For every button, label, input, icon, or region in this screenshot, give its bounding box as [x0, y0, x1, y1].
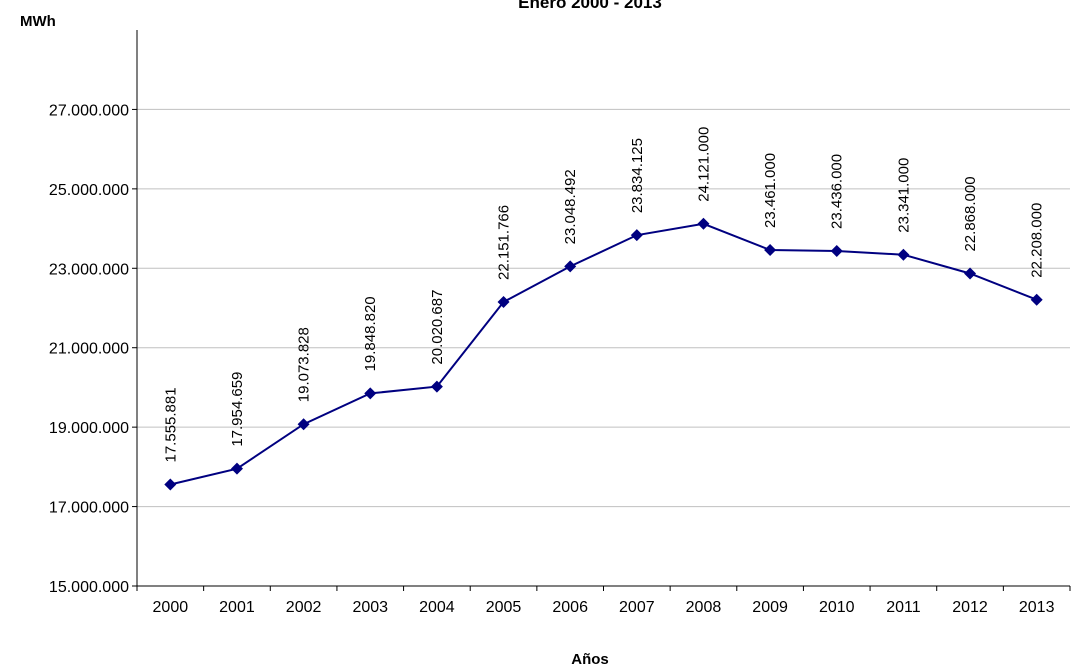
data-point-marker	[297, 418, 310, 431]
x-axis-title: Años	[571, 651, 609, 668]
data-point-marker	[764, 243, 777, 256]
data-labels: 17.555.881 17.954.659 19.073.828 19.848.820…	[162, 127, 1045, 463]
data-label: 22.208.000	[1029, 203, 1046, 278]
x-tick-label: 2005	[486, 599, 522, 616]
data-point-marker	[164, 478, 177, 491]
y-tick-label: 19.000.000	[49, 420, 129, 437]
x-tick-label: 2010	[819, 599, 855, 616]
data-label: 19.073.828	[296, 327, 313, 402]
y-tick-label: 27.000.000	[49, 102, 129, 119]
y-tick-label: 25.000.000	[49, 182, 129, 199]
chart-title: Enero 2000 - 2013	[518, 0, 662, 12]
data-point-marker	[1030, 293, 1043, 306]
data-label: 23.436.000	[829, 154, 846, 229]
data-label: 23.341.000	[895, 158, 912, 233]
x-tick-label: 2012	[952, 599, 988, 616]
data-point-marker	[697, 217, 710, 230]
data-label: 24.121.000	[695, 127, 712, 202]
axes	[132, 30, 1071, 591]
series-group	[164, 217, 1043, 491]
x-tick-label: 2007	[619, 599, 655, 616]
x-tick-label: 2008	[686, 599, 722, 616]
y-tick-label: 15.000.000	[49, 579, 129, 596]
y-axis-title: MWh	[20, 13, 56, 30]
y-tick-label: 23.000.000	[49, 261, 129, 278]
data-point-marker	[364, 387, 377, 400]
data-point-marker	[497, 295, 510, 308]
data-label: 17.555.881	[162, 387, 179, 462]
x-tick-label: 2004	[419, 599, 455, 616]
data-label: 19.848.820	[362, 296, 379, 371]
data-point-marker	[830, 244, 843, 257]
data-label: 17.954.659	[229, 372, 246, 447]
y-tick-label: 21.000.000	[49, 341, 129, 358]
data-label: 23.461.000	[762, 153, 779, 228]
x-tick-label: 2009	[752, 599, 788, 616]
data-point-marker	[630, 229, 643, 242]
data-label: 23.048.492	[562, 169, 579, 244]
data-label: 22.868.000	[962, 176, 979, 251]
x-tick-labels: 2000 2001 2002 2003 2004 2005 2006 2007 2008 2009…	[153, 599, 1055, 616]
data-label: 23.834.125	[629, 138, 646, 213]
series-line	[170, 222, 1038, 486]
y-tick-label: 17.000.000	[49, 500, 129, 517]
y-tick-labels: 15.000.000 17.000.000 19.000.000 21.000.000…	[49, 102, 129, 596]
data-point-marker	[230, 462, 243, 475]
x-tick-label: 2003	[352, 599, 388, 616]
data-point-marker	[964, 267, 977, 280]
data-point-marker	[564, 260, 577, 273]
x-tick-label: 2013	[1019, 599, 1055, 616]
x-tick-label: 2006	[552, 599, 588, 616]
data-point-marker	[897, 248, 910, 261]
x-tick-label: 2002	[286, 599, 322, 616]
x-tick-label: 2001	[219, 599, 255, 616]
x-tick-label: 2000	[153, 599, 189, 616]
data-point-marker	[430, 380, 443, 393]
gridlines	[137, 108, 1070, 508]
data-label: 22.151.766	[496, 205, 513, 280]
x-tick-label: 2011	[886, 599, 921, 616]
data-label: 20.020.687	[429, 290, 446, 365]
